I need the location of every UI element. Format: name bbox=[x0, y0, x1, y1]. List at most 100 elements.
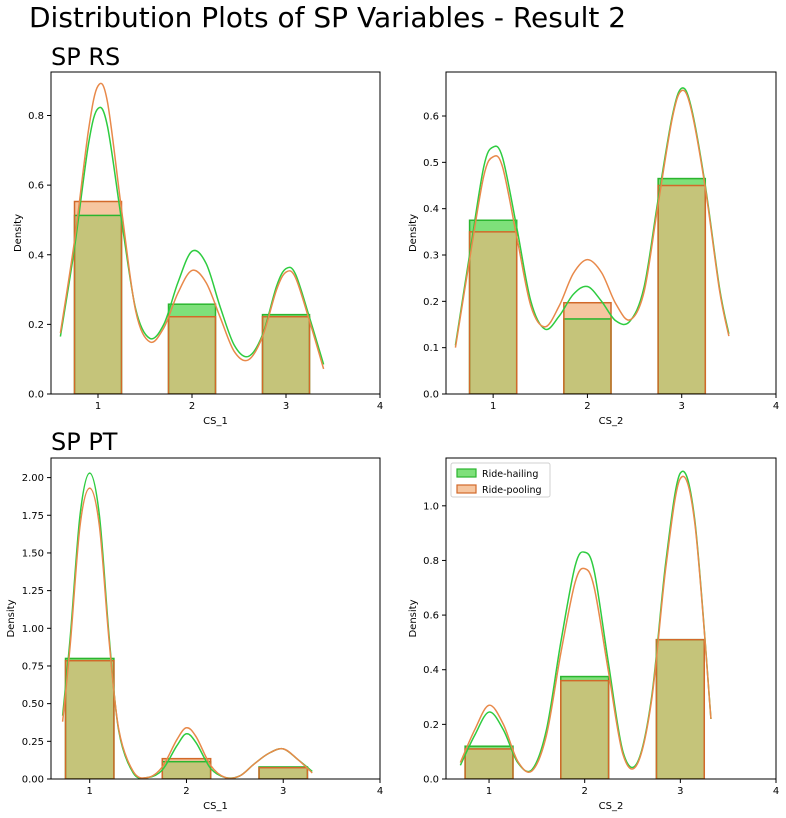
panel-title-sp-rs: SP RS bbox=[51, 43, 121, 71]
x-tick-label: 2 bbox=[183, 786, 189, 797]
legend-label-ride-hailing: Ride-hailing bbox=[482, 469, 538, 480]
bar-overlap-3 bbox=[656, 639, 705, 779]
plot-area bbox=[61, 472, 313, 779]
y-tick-label: 0.2 bbox=[28, 320, 44, 331]
y-tick-label: 1.50 bbox=[22, 548, 44, 559]
y-axis-label: Density bbox=[408, 599, 419, 637]
y-axis-label: Density bbox=[6, 599, 17, 637]
y-tick-label: 0.1 bbox=[423, 343, 439, 354]
legend-swatch-ride-pooling bbox=[456, 484, 477, 494]
bar-excess-ride-hailing-1 bbox=[65, 658, 114, 661]
bar-excess-ride-hailing-3 bbox=[658, 178, 706, 186]
bar-ride-pooling-3 bbox=[655, 638, 706, 779]
bar-overlap-1 bbox=[465, 748, 513, 779]
x-tick-label: 3 bbox=[280, 786, 286, 797]
bar-excess-ride-hailing-3 bbox=[262, 314, 310, 317]
plot-area bbox=[459, 470, 712, 779]
y-tick-label: 0.4 bbox=[423, 204, 439, 215]
y-tick-label: 1.75 bbox=[22, 511, 44, 522]
y-tick-label: 0.8 bbox=[28, 111, 44, 122]
y-tick-label: 0.75 bbox=[22, 661, 44, 672]
x-axis-label: CS_2 bbox=[599, 801, 624, 812]
bar-ride-pooling-1 bbox=[73, 200, 123, 394]
y-tick-label: 0.8 bbox=[423, 556, 439, 567]
x-tick-label: 1 bbox=[490, 401, 496, 412]
panel-title-sp-pt: SP PT bbox=[51, 428, 118, 456]
y-tick-label: 0.50 bbox=[22, 699, 44, 710]
bar-overlap-3 bbox=[262, 316, 310, 394]
plot-area bbox=[454, 87, 730, 394]
bar-overlap-2 bbox=[168, 316, 216, 394]
y-axis-label: Density bbox=[13, 214, 24, 252]
figure-title: Distribution Plots of SP Variables - Res… bbox=[29, 1, 627, 34]
x-tick-label: 4 bbox=[773, 401, 779, 412]
bar-ride-pooling-1 bbox=[468, 231, 518, 394]
x-tick-label: 4 bbox=[377, 786, 383, 797]
kde-line-ride-hailing bbox=[59, 106, 325, 365]
bar-ride-pooling-3 bbox=[657, 184, 707, 394]
x-tick-label: 1 bbox=[87, 786, 93, 797]
x-tick-label: 3 bbox=[677, 786, 683, 797]
x-tick-label: 2 bbox=[582, 786, 588, 797]
axes-frame bbox=[50, 71, 381, 395]
bar-ride-pooling-3 bbox=[261, 315, 311, 394]
y-tick-label: 0.4 bbox=[28, 250, 44, 261]
kde-line-ride-pooling bbox=[454, 89, 730, 348]
bar-excess-ride-pooling-2 bbox=[162, 758, 211, 762]
bar-excess-ride-pooling-1 bbox=[74, 201, 122, 216]
bar-overlap-3 bbox=[658, 185, 706, 394]
x-axis-label: CS_2 bbox=[599, 416, 624, 427]
x-tick-label: 2 bbox=[189, 401, 195, 412]
kde-line-ride-pooling bbox=[59, 82, 325, 370]
bar-overlap-1 bbox=[74, 215, 122, 394]
bar-excess-ride-hailing-2 bbox=[560, 676, 609, 681]
x-tick-label: 3 bbox=[283, 401, 289, 412]
y-tick-label: 0.5 bbox=[423, 158, 439, 169]
kde-line-ride-pooling bbox=[61, 487, 313, 779]
bar-overlap-1 bbox=[469, 231, 517, 394]
bar-overlap-2 bbox=[560, 680, 609, 779]
bar-excess-ride-hailing-1 bbox=[469, 220, 517, 232]
kde-line-ride-hailing bbox=[454, 87, 730, 346]
legend: Ride-hailing Ride-pooling bbox=[450, 462, 551, 498]
bar-overlap-3 bbox=[259, 767, 308, 779]
x-tick-label: 2 bbox=[584, 401, 590, 412]
x-tick-label: 3 bbox=[679, 401, 685, 412]
x-axis-label: CS_1 bbox=[203, 416, 228, 427]
axes-frame bbox=[50, 457, 381, 780]
bar-excess-ride-pooling-2 bbox=[563, 302, 611, 319]
bar-ride-pooling-2 bbox=[563, 301, 612, 394]
y-tick-label: 0.6 bbox=[423, 112, 439, 123]
bar-overlap-2 bbox=[563, 318, 611, 394]
x-tick-label: 1 bbox=[95, 401, 101, 412]
y-tick-label: 0.00 bbox=[22, 775, 44, 786]
y-tick-label: 0.0 bbox=[423, 775, 439, 786]
bar-ride-pooling-1 bbox=[64, 659, 115, 779]
y-tick-label: 0.6 bbox=[423, 611, 439, 622]
y-tick-label: 0.2 bbox=[423, 297, 439, 308]
y-axis-label: Density bbox=[408, 214, 419, 252]
kde-line-ride-pooling bbox=[459, 475, 712, 773]
axes-frame bbox=[445, 457, 777, 780]
legend-label-ride-pooling: Ride-pooling bbox=[482, 485, 542, 496]
bar-ride-pooling-2 bbox=[167, 315, 217, 394]
x-tick-label: 4 bbox=[377, 401, 383, 412]
y-tick-label: 0.2 bbox=[423, 720, 439, 731]
x-tick-label: 1 bbox=[486, 786, 492, 797]
bar-overlap-2 bbox=[162, 761, 211, 779]
legend-swatch-ride-hailing bbox=[456, 468, 477, 478]
y-tick-label: 0.25 bbox=[22, 737, 44, 748]
y-tick-label: 1.00 bbox=[22, 624, 44, 635]
kde-line-ride-hailing bbox=[459, 470, 712, 773]
bar-ride-pooling-2 bbox=[560, 679, 610, 779]
bar-excess-ride-hailing-1 bbox=[465, 746, 513, 749]
bar-overlap-1 bbox=[65, 660, 114, 779]
x-axis-label: CS_1 bbox=[203, 801, 228, 812]
x-tick-label: 4 bbox=[773, 786, 779, 797]
y-tick-label: 0.0 bbox=[28, 390, 44, 401]
